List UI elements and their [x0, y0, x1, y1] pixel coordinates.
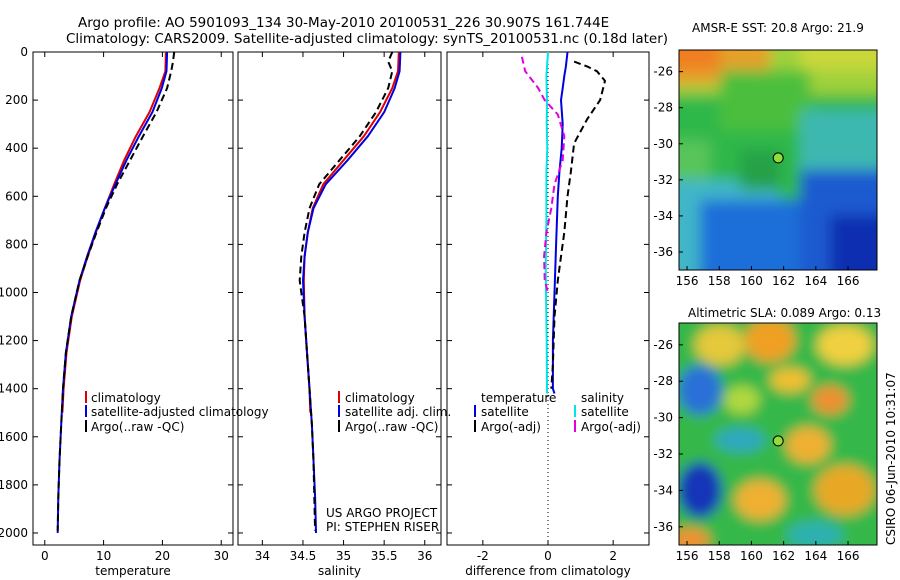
x-axis-label: difference from climatology: [465, 564, 631, 578]
map-y-tick-label: -26: [653, 65, 673, 79]
x-axis-label: salinity: [318, 564, 361, 578]
map-y-tick-label: -26: [653, 338, 673, 352]
series-line-salinity-argo-adj: [520, 56, 566, 293]
credit-pi: PI: STEPHEN RISER: [326, 520, 439, 534]
series-line-argo-raw-qc: [56, 51, 176, 531]
sst-map-axes: 156 158 160 162 164 166 -26 -28 -30 -32 -34 -36: [653, 65, 859, 288]
series-line-satellite-adj-clim: [302, 51, 402, 534]
map-y-tick-label: -34: [653, 483, 673, 497]
sst-map-field: [679, 50, 877, 270]
difference-legend: temperature salinity satellite Argo(-adj…: [474, 391, 641, 434]
legend-title-temperature: temperature: [481, 391, 556, 405]
header-line-1: Argo profile: AO 5901093_134 30-May-2010…: [78, 15, 609, 31]
sst-map-frame: [678, 49, 878, 271]
legend-label-argo: Argo(..raw -QC): [91, 420, 184, 434]
legend-title-salinity: salinity: [581, 391, 624, 405]
sst-map-title: AMSR-E SST: 20.8 Argo: 21.9: [692, 21, 864, 35]
x-tick-label: 34: [255, 549, 270, 563]
y-tick-label: 1400: [0, 382, 28, 396]
credit-project: US ARGO PROJECT: [326, 506, 438, 520]
sla-argo-marker: [772, 435, 784, 447]
plot-frame: [32, 51, 234, 546]
legend-label-satellite: satellite adj. clim.: [345, 405, 451, 419]
sla-map-axes: 156 158 160 162 164 166 -26 -28 -30 -32 -34 -36: [653, 338, 859, 563]
sla-map-title: Altimetric SLA: 0.089 Argo: 0.13: [688, 306, 881, 320]
series-line-salinity-satellite: [544, 51, 549, 394]
plot-frame: [237, 51, 442, 546]
header-line-2: Climatology: CARS2009. Satellite-adjuste…: [66, 31, 668, 47]
map-x-tick-label: 156: [676, 549, 699, 563]
y-tick-label: 600: [5, 189, 28, 203]
map-y-tick-label: -28: [653, 374, 673, 388]
legend-label-temp-satellite: satellite: [481, 405, 529, 419]
legend-label-climatology: climatology: [91, 391, 161, 405]
series-line-temperature-argo-adj: [550, 60, 606, 389]
map-x-tick-label: 166: [837, 549, 860, 563]
temperature-profile-panel: 0 10 20 30 0 200 400 600 800 1000 1200 1400 1600 1800…: [0, 45, 234, 578]
map-x-tick-label: 166: [837, 274, 860, 288]
map-x-tick-label: 162: [772, 274, 795, 288]
map-y-tick-label: -28: [653, 101, 673, 115]
x-tick-label: 30: [214, 549, 229, 563]
map-x-tick-label: 164: [804, 549, 827, 563]
x-tick-label: 35: [336, 549, 351, 563]
map-x-tick-label: 158: [708, 274, 731, 288]
legend-label-sal-argo: Argo(-adj): [581, 420, 641, 434]
map-y-tick-label: -32: [653, 173, 673, 187]
x-tick-label: 35.5: [371, 549, 398, 563]
x-tick-label: 0: [41, 549, 49, 563]
x-tick-label: 10: [96, 549, 111, 563]
map-y-tick-label: -34: [653, 209, 673, 223]
map-y-tick-label: -30: [653, 411, 673, 425]
map-x-tick-label: 160: [740, 549, 763, 563]
x-tick-label: 36: [417, 549, 432, 563]
x-tick-label: 20: [155, 549, 170, 563]
side-stamp: CSIRO 06-Jun-2010 10:31:07: [884, 372, 898, 545]
plot-frame: [446, 51, 650, 546]
y-tick-label: 2000: [0, 526, 28, 540]
legend-label-temp-argo: Argo(-adj): [481, 420, 541, 434]
y-tick-label: 1600: [0, 430, 28, 444]
salinity-legend: climatology satellite adj. clim. Argo(..…: [338, 391, 451, 434]
map-y-tick-label: -30: [653, 137, 673, 151]
y-tick-label: 1200: [0, 334, 28, 348]
y-tick-label: 800: [5, 237, 28, 251]
map-x-tick-label: 164: [804, 274, 827, 288]
map-x-tick-label: 162: [772, 549, 795, 563]
x-tick-label: 34.5: [290, 549, 317, 563]
sla-map-field: [679, 323, 877, 545]
y-tick-label: 1800: [0, 478, 28, 492]
sla-map-frame: [678, 322, 878, 546]
map-x-tick-label: 156: [676, 274, 699, 288]
y-tick-label: 400: [5, 141, 28, 155]
map-y-tick-label: -32: [653, 447, 673, 461]
x-tick-label: 0: [544, 549, 552, 563]
salinity-profile-panel: 34 34.5 35 35.5 36 salinity: [237, 51, 442, 578]
map-y-tick-label: -36: [653, 520, 673, 534]
x-tick-label: -2: [477, 549, 489, 563]
y-tick-label: 200: [5, 93, 28, 107]
y-tick-label: 0: [20, 45, 28, 59]
temperature-legend: climatology satellite-adjusted climatolo…: [85, 391, 269, 434]
y-tick-label: 1000: [0, 285, 28, 299]
map-x-tick-label: 160: [740, 274, 763, 288]
x-tick-label: 2: [609, 549, 617, 563]
legend-label-sal-satellite: satellite: [581, 405, 629, 419]
legend-label-climatology: climatology: [345, 391, 415, 405]
x-axis-label: temperature: [95, 564, 170, 578]
map-x-tick-label: 158: [708, 549, 731, 563]
map-y-tick-label: -36: [653, 245, 673, 259]
legend-label-satellite: satellite-adjusted climatology: [91, 405, 269, 419]
sst-argo-marker: [772, 152, 784, 164]
legend-label-argo: Argo(..raw -QC): [345, 420, 438, 434]
